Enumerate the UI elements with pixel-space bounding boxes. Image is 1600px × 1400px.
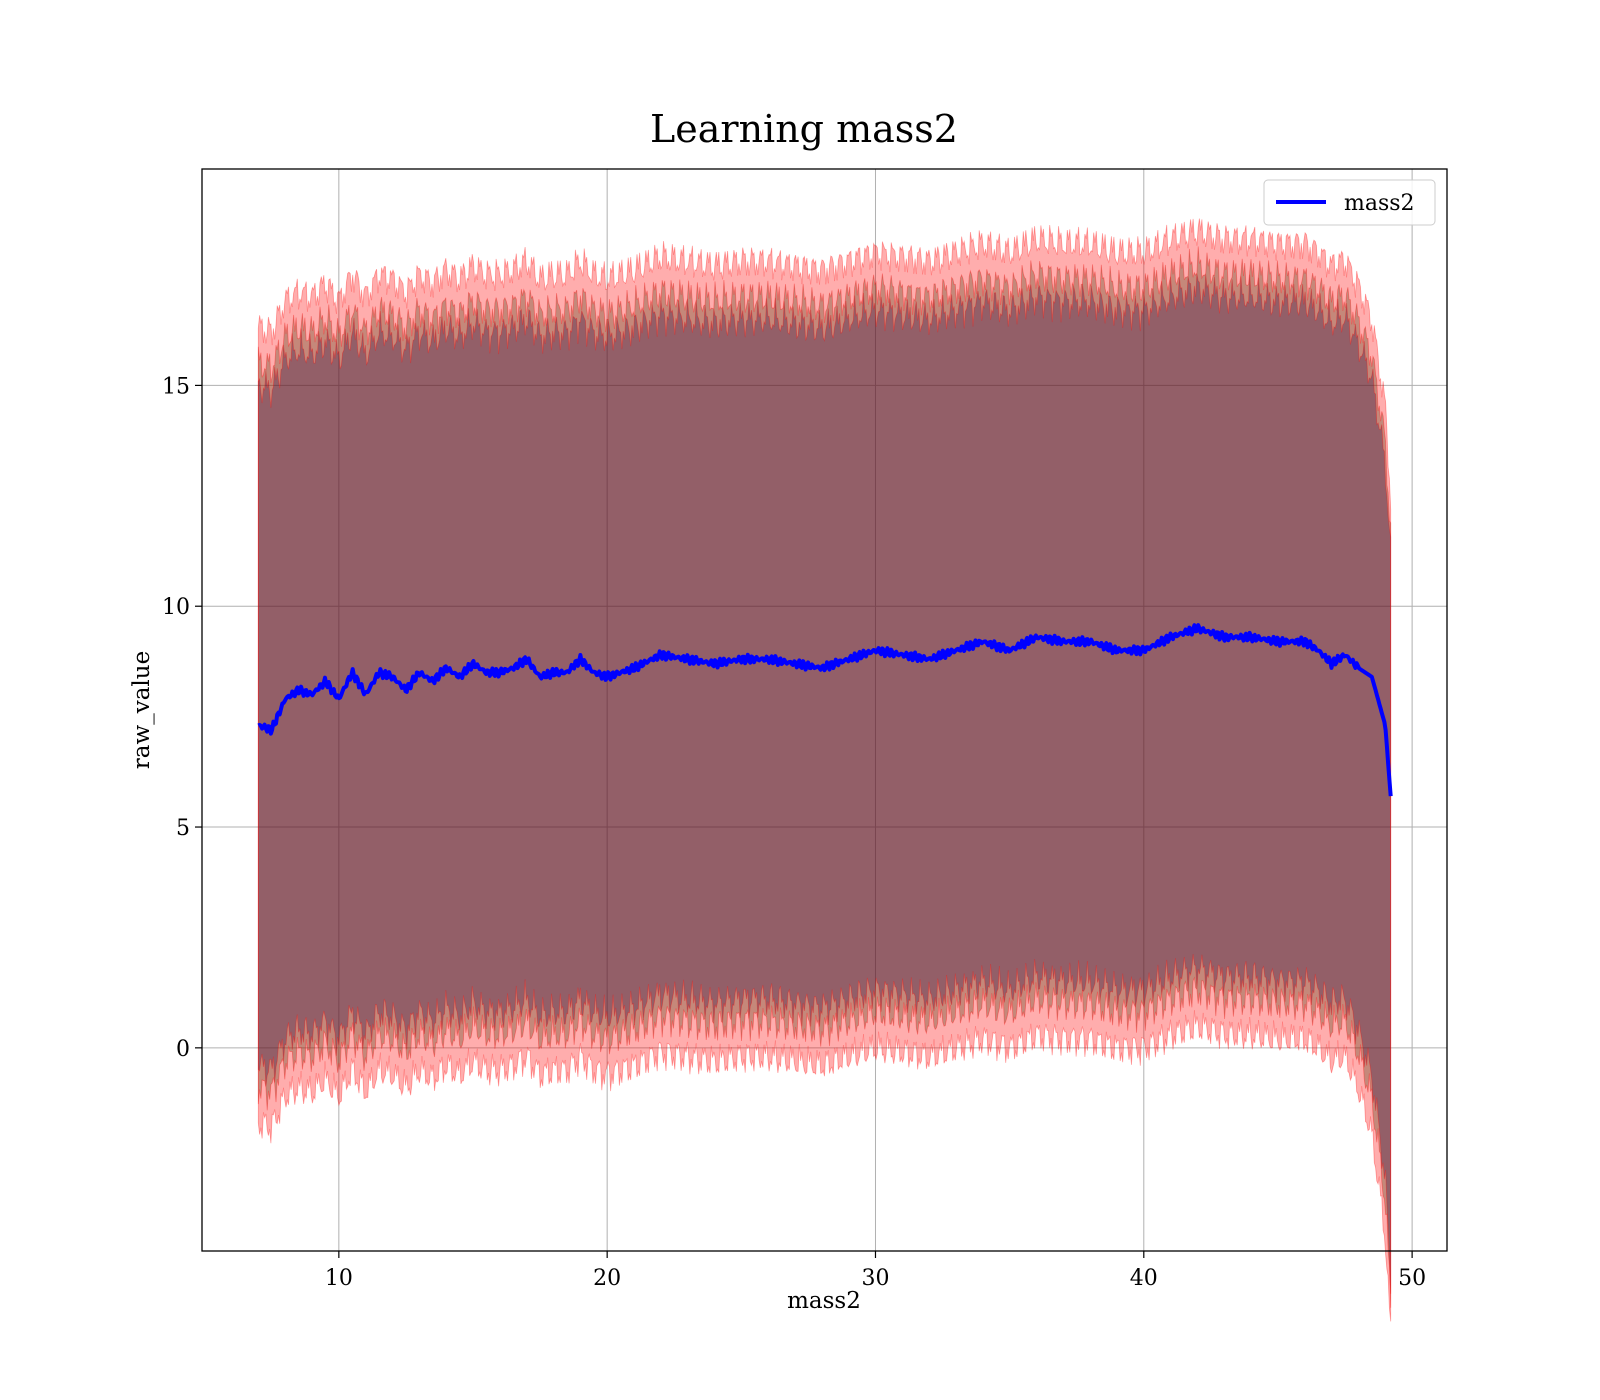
y-axis-ticks: 0 5 10 15 <box>162 374 202 1062</box>
uncertainty-bands <box>257 218 1392 1322</box>
legend-box <box>1263 179 1436 226</box>
y-axis-label: raw_value <box>129 651 155 769</box>
plot-frame <box>201 168 1448 1252</box>
chart-title: Learning mass2 <box>650 107 958 151</box>
series-line-mass2 <box>257 623 1393 797</box>
uncertainty-band-2 <box>257 246 1392 1308</box>
legend: mass2 <box>1263 179 1436 226</box>
y-tick-label-15: 15 <box>162 374 190 399</box>
uncertainty-band-3 <box>257 273 1392 1294</box>
x-tick-label-20: 20 <box>593 1266 621 1291</box>
legend-label-mass2: mass2 <box>1344 191 1415 216</box>
y-tick-label-0: 0 <box>176 1037 190 1062</box>
y-tick-label-10: 10 <box>162 595 190 620</box>
x-tick-label-30: 30 <box>861 1266 889 1291</box>
y-tick-label-5: 5 <box>176 816 190 841</box>
x-tick-label-40: 40 <box>1130 1266 1158 1291</box>
x-tick-label-10: 10 <box>325 1266 353 1291</box>
x-tick-label-50: 50 <box>1398 1266 1426 1291</box>
x-axis-label: mass2 <box>787 1288 861 1314</box>
series-layer <box>257 623 1393 797</box>
uncertainty-band-1 <box>257 218 1392 1322</box>
grid <box>202 169 1447 1251</box>
x-axis-ticks: 10 20 30 40 50 <box>325 1251 1426 1291</box>
